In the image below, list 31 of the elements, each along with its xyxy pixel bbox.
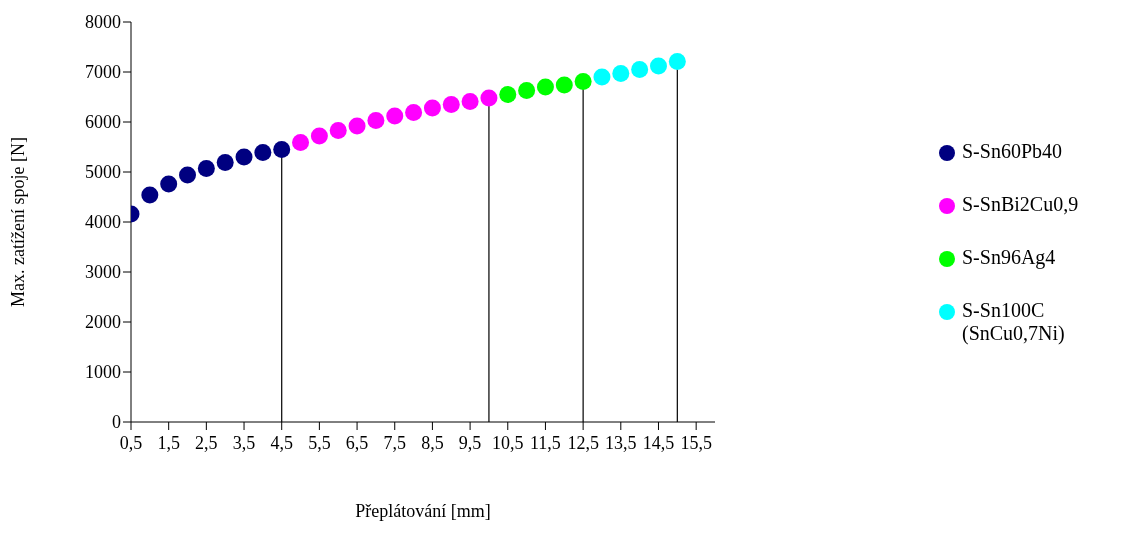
x-tick-label: 11,5	[530, 432, 561, 453]
legend-label: S-Sn96Ag4	[962, 246, 1057, 269]
y-tick-label: 4000	[85, 212, 121, 233]
x-tick-label: 14,5	[642, 432, 675, 453]
x-tick-label: 15,5	[680, 432, 712, 453]
y-tick-label: 1000	[85, 362, 121, 383]
x-tick-label: 6,5	[345, 432, 369, 453]
y-axis-title: Max. zatížení spoje [N]	[8, 137, 29, 307]
x-tick-label: 4,5	[270, 432, 293, 453]
legend-label: S-Sn60Pb40	[962, 140, 1064, 163]
x-tick-label: 1,5	[157, 432, 180, 453]
x-tick-label: 7,5	[383, 432, 406, 453]
y-tick-label: 6000	[85, 112, 121, 133]
x-tick-label: 10,5	[492, 432, 524, 453]
y-tick-label: 2000	[85, 312, 121, 333]
y-tick-label: 8000	[85, 12, 121, 33]
x-tick-label: 0,5	[119, 432, 143, 453]
y-tick-label: 3000	[85, 262, 121, 283]
x-tick-label: 2,5	[195, 432, 218, 453]
x-axis-title: Přeplátování [mm]	[355, 501, 491, 521]
y-tick-label: 0	[112, 412, 121, 433]
y-tick-label: 7000	[85, 62, 121, 83]
x-tick-label: 8,5	[421, 432, 444, 453]
x-tick-label: 9,5	[458, 432, 482, 453]
legend-label: S-Sn100C (SnCu0,7Ni)	[962, 299, 1066, 345]
x-tick-label: 5,5	[308, 432, 331, 453]
x-tick-label: 13,5	[605, 432, 637, 453]
legend-label: S-SnBi2Cu0,9	[962, 193, 1080, 216]
y-tick-label: 5000	[85, 162, 121, 183]
x-tick-label: 12,5	[567, 432, 599, 453]
x-tick-label: 3,5	[232, 432, 256, 453]
